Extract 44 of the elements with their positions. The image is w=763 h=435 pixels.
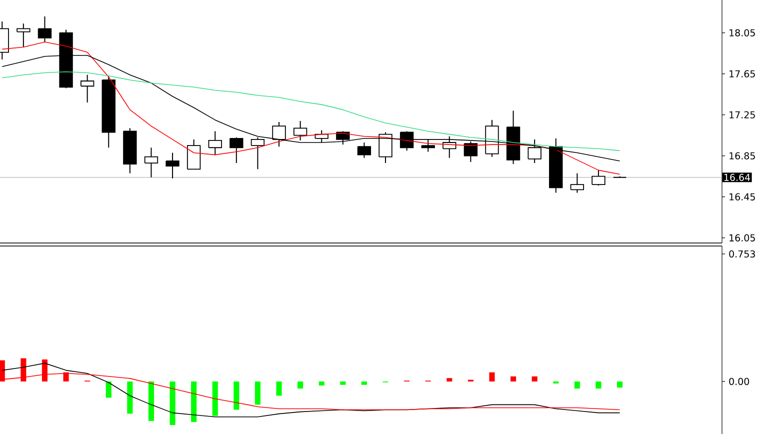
candlestick bbox=[592, 170, 606, 186]
bar bbox=[617, 381, 623, 388]
y-tick-label: 17.65 bbox=[730, 70, 755, 78]
bar bbox=[532, 376, 538, 382]
bar bbox=[212, 381, 218, 416]
y-tick-label: 0.00 bbox=[729, 378, 750, 386]
candlestick bbox=[80, 74, 94, 104]
bar bbox=[234, 381, 240, 410]
candlestick bbox=[166, 152, 180, 179]
bar bbox=[254, 381, 260, 405]
candlestick bbox=[38, 16, 52, 43]
y-tick-label: 16.45 bbox=[730, 193, 755, 200]
bar bbox=[340, 381, 346, 385]
candlestick bbox=[16, 23, 30, 48]
bar bbox=[446, 378, 452, 382]
candlestick bbox=[186, 138, 201, 170]
y-tick-label: 18.05 bbox=[730, 29, 755, 36]
ref-line-label: 16.64 bbox=[724, 174, 750, 181]
bar bbox=[191, 381, 197, 422]
bar bbox=[276, 381, 282, 396]
bar bbox=[318, 381, 324, 386]
y-tick-label: 0.753 bbox=[729, 250, 755, 258]
candlestick bbox=[570, 172, 584, 194]
candlestick bbox=[293, 120, 308, 141]
y-tick-label: 16.85 bbox=[730, 152, 755, 160]
y-tick-label: 17.25 bbox=[730, 111, 755, 118]
bar bbox=[298, 381, 304, 389]
candlestick bbox=[357, 142, 372, 158]
candlestick bbox=[208, 130, 222, 156]
bar bbox=[510, 376, 516, 382]
candlestick bbox=[272, 122, 286, 148]
bar bbox=[596, 381, 602, 389]
candlestick bbox=[421, 138, 435, 152]
bar bbox=[106, 381, 112, 398]
bar bbox=[148, 381, 154, 421]
candlestick bbox=[144, 147, 158, 178]
y-tick-label: 16.05 bbox=[730, 234, 755, 242]
bar bbox=[127, 381, 133, 414]
candlestick bbox=[230, 136, 244, 164]
bar bbox=[553, 381, 559, 384]
bar bbox=[489, 372, 495, 382]
bar bbox=[574, 381, 580, 389]
bar bbox=[170, 381, 176, 426]
bar bbox=[361, 381, 367, 385]
